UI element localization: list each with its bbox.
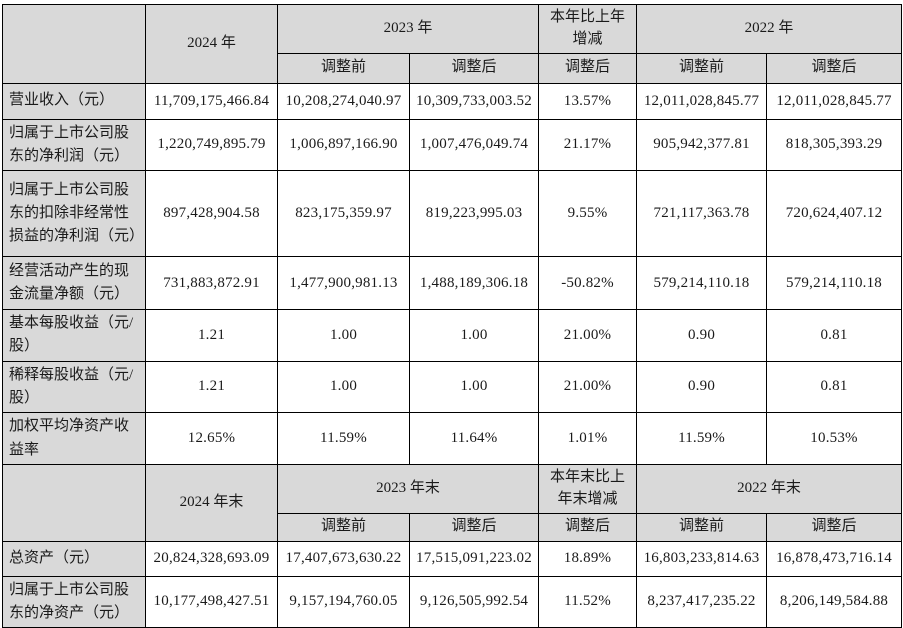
cell-value: 1.01%: [538, 412, 638, 465]
cell-value: 10,208,274,040.97: [277, 82, 410, 120]
cell-value: 11,709,175,466.84: [145, 82, 278, 120]
cell-value: 1.00: [277, 360, 410, 413]
col-header-2023: 2023 年: [276, 4, 540, 54]
cell-value: 11.64%: [408, 412, 540, 465]
cell-value: 20,824,328,693.09: [145, 540, 278, 577]
cell-value: 579,214,110.18: [636, 256, 768, 310]
cell-value: 12,011,028,845.77: [766, 82, 903, 120]
row-label: 基本每股收益（元/股）: [2, 309, 146, 362]
header-row-years: 2024 年 2023 年 本年比上年增减 2022 年: [2, 4, 903, 84]
cell-value: 11.59%: [636, 412, 768, 465]
cell-value: 0.90: [636, 309, 768, 362]
table-row: 归属于上市公司股东的扣除非经常性损益的净利润（元） 897,428,904.58…: [2, 170, 903, 257]
col-header-2024-end: 2024 年末: [145, 464, 278, 542]
subheader-change-after: 调整后: [538, 52, 638, 84]
table-row: 营业收入（元） 11,709,175,466.84 10,208,274,040…: [2, 82, 903, 120]
cell-value: 21.00%: [538, 360, 638, 413]
cell-value: 11.52%: [538, 575, 638, 628]
table-row: 基本每股收益（元/股） 1.21 1.00 1.00 21.00% 0.90 0…: [2, 309, 903, 362]
cell-value: 905,942,377.81: [636, 118, 768, 171]
cell-value: 8,237,417,235.22: [636, 575, 768, 628]
cell-value: 1,477,900,981.13: [277, 256, 410, 310]
cell-value: 818,305,393.29: [766, 118, 903, 171]
col-header-yearend-change: 本年末比上年末增减: [538, 464, 638, 514]
key-accounting-data-table: 2024 年 2023 年 本年比上年增减 2022 年 调整前 调整后 调整后…: [2, 4, 903, 628]
cell-value: 10,177,498,427.51: [145, 575, 278, 628]
cell-value: 18.89%: [538, 540, 638, 577]
corner-cell: [2, 4, 146, 84]
col-header-2023-end: 2023 年末: [276, 464, 540, 514]
cell-value: 1.21: [145, 360, 278, 413]
subheader-change-after: 调整后: [538, 512, 638, 542]
subheader-2023-after: 调整后: [408, 512, 540, 542]
cell-value: 9,157,194,760.05: [277, 575, 410, 628]
row-label: 加权平均净资产收益率: [2, 412, 146, 465]
financial-table-page: 2024 年 2023 年 本年比上年增减 2022 年 调整前 调整后 调整后…: [2, 4, 903, 628]
cell-value: 579,214,110.18: [766, 256, 903, 310]
row-label: 归属于上市公司股东的扣除非经常性损益的净利润（元）: [2, 170, 146, 257]
subheader-2023-before: 调整前: [277, 512, 410, 542]
cell-value: 9,126,505,992.54: [408, 575, 540, 628]
row-label: 归属于上市公司股东的净资产（元）: [2, 575, 146, 628]
cell-value: 16,878,473,716.14: [766, 540, 903, 577]
table-row: 总资产（元） 20,824,328,693.09 17,407,673,630.…: [2, 540, 903, 577]
cell-value: 1,220,749,895.79: [145, 118, 278, 171]
subheader-2022-after: 调整后: [766, 52, 903, 84]
subheader-2023-before: 调整前: [277, 52, 410, 84]
header-row-adjustments: 调整前 调整后 调整后 调整前 调整后: [3, 512, 903, 542]
col-header-2022-end: 2022 年末: [636, 464, 903, 514]
col-header-2022: 2022 年: [636, 4, 903, 54]
subheader-2022-before: 调整前: [636, 512, 768, 542]
header-row-adjustments: 调整前 调整后 调整后 调整前 调整后: [3, 52, 903, 84]
subheader-2022-after: 调整后: [766, 512, 903, 542]
cell-value: 21.00%: [538, 309, 638, 362]
header-row-yearend: 2024 年末 2023 年末 本年末比上年末增减 2022 年末: [2, 464, 903, 542]
cell-value: 1,006,897,166.90: [277, 118, 410, 171]
cell-value: 1.00: [408, 360, 540, 413]
cell-value: 721,117,363.78: [636, 170, 768, 257]
cell-value: 1.00: [408, 309, 540, 362]
row-label: 营业收入（元）: [2, 82, 146, 120]
row-label: 稀释每股收益（元/股）: [2, 360, 146, 413]
subheader-2022-before: 调整前: [636, 52, 768, 84]
table-row: 归属于上市公司股东的净利润（元） 1,220,749,895.79 1,006,…: [2, 118, 903, 171]
cell-value: 897,428,904.58: [145, 170, 278, 257]
subheader-2023-after: 调整后: [408, 52, 540, 84]
cell-value: 731,883,872.91: [145, 256, 278, 310]
cell-value: 11.59%: [277, 412, 410, 465]
row-label: 经营活动产生的现金流量净额（元）: [2, 256, 146, 310]
row-label: 总资产（元）: [2, 540, 146, 577]
table-row: 加权平均净资产收益率 12.65% 11.59% 11.64% 1.01% 11…: [2, 412, 903, 465]
cell-value: 0.81: [766, 360, 903, 413]
cell-value: 823,175,359.97: [277, 170, 410, 257]
cell-value: 16,803,233,814.63: [636, 540, 768, 577]
row-label: 归属于上市公司股东的净利润（元）: [2, 118, 146, 171]
cell-value: 8,206,149,584.88: [766, 575, 903, 628]
cell-value: 21.17%: [538, 118, 638, 171]
cell-value: 1.00: [277, 309, 410, 362]
cell-value: 1,007,476,049.74: [408, 118, 540, 171]
cell-value: 1.21: [145, 309, 278, 362]
cell-value: 12,011,028,845.77: [636, 82, 768, 120]
cell-value: 819,223,995.03: [408, 170, 540, 257]
cell-value: 10.53%: [766, 412, 903, 465]
cell-value: 1,488,189,306.18: [408, 256, 540, 310]
col-header-2024: 2024 年: [145, 4, 278, 84]
cell-value: 720,624,407.12: [766, 170, 903, 257]
cell-value: 0.90: [636, 360, 768, 413]
table-row: 稀释每股收益（元/股） 1.21 1.00 1.00 21.00% 0.90 0…: [2, 360, 903, 413]
col-header-change: 本年比上年增减: [538, 4, 638, 54]
cell-value: -50.82%: [538, 256, 638, 310]
table-row: 归属于上市公司股东的净资产（元） 10,177,498,427.51 9,157…: [2, 575, 903, 628]
cell-value: 9.55%: [538, 170, 638, 257]
cell-value: 17,407,673,630.22: [277, 540, 410, 577]
cell-value: 17,515,091,223.02: [408, 540, 540, 577]
cell-value: 0.81: [766, 309, 903, 362]
cell-value: 12.65%: [145, 412, 278, 465]
cell-value: 13.57%: [538, 82, 638, 120]
corner-cell: [2, 464, 146, 542]
table-row: 经营活动产生的现金流量净额（元） 731,883,872.91 1,477,90…: [2, 256, 903, 310]
cell-value: 10,309,733,003.52: [408, 82, 540, 120]
